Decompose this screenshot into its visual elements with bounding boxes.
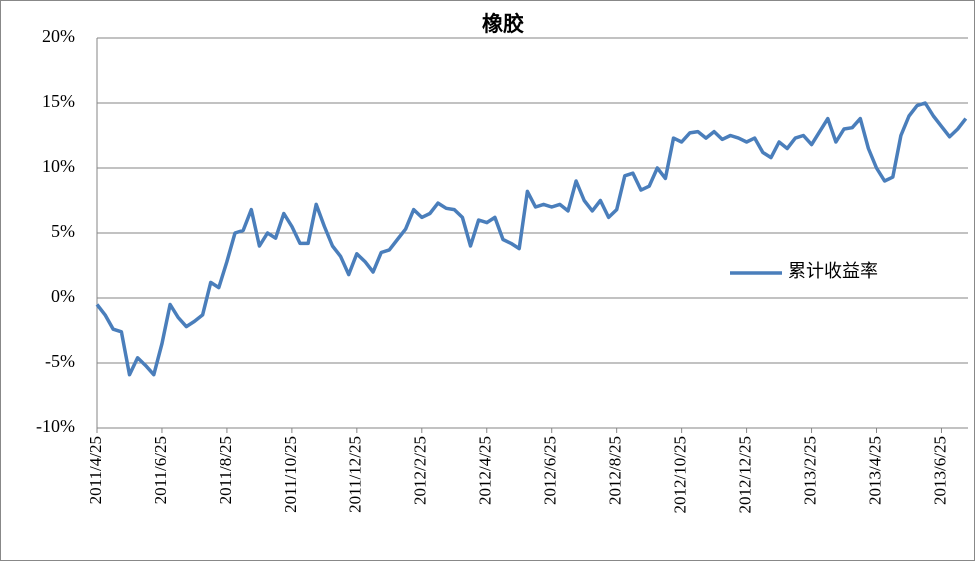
data-line — [95, 101, 968, 377]
legend-label: 累计收益率 — [788, 261, 878, 281]
x-tick-label: 2012/6/25 — [541, 436, 560, 505]
y-tick-label: 5% — [51, 221, 75, 241]
x-tick-label: 2011/10/25 — [281, 436, 300, 513]
x-tick-label: 2011/12/25 — [346, 436, 365, 513]
x-tick-label: 2011/6/25 — [151, 436, 170, 504]
x-tick-label: 2012/12/25 — [736, 436, 755, 513]
x-tick-label: 2012/10/25 — [671, 436, 690, 513]
y-tick-label: 0% — [51, 286, 75, 306]
x-tick-label: 2012/4/25 — [476, 436, 495, 505]
x-tick-label: 2013/6/25 — [930, 436, 949, 505]
x-tick-label: 2012/2/25 — [411, 436, 430, 505]
x-tick-label: 2011/4/25 — [86, 436, 105, 504]
y-tick-label: -5% — [45, 351, 75, 371]
x-tick-label: 2013/4/25 — [865, 436, 884, 505]
x-tick-label: 2012/8/25 — [606, 436, 625, 505]
y-tick-label: 10% — [42, 156, 75, 176]
x-tick-label: 2011/8/25 — [216, 436, 235, 504]
chart-title: 橡胶 — [482, 12, 524, 36]
y-tick-label: 15% — [42, 91, 75, 111]
y-tick-label: 20% — [42, 26, 75, 46]
x-tick-label: 2013/2/25 — [800, 436, 819, 505]
y-tick-label: -10% — [36, 416, 75, 436]
